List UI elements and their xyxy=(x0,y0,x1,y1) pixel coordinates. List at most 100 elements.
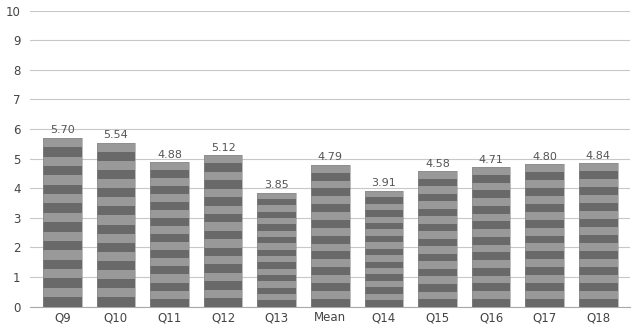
Bar xyxy=(204,222,242,231)
Text: 4.79: 4.79 xyxy=(318,152,343,162)
Bar xyxy=(579,259,618,267)
Bar xyxy=(418,277,457,284)
Bar xyxy=(364,191,403,197)
Bar xyxy=(204,189,242,197)
Bar xyxy=(43,222,81,232)
Bar xyxy=(97,170,135,179)
Bar xyxy=(150,210,189,218)
Bar xyxy=(43,213,81,222)
Bar xyxy=(364,281,403,287)
Bar xyxy=(258,231,296,237)
Bar xyxy=(311,283,350,291)
Bar xyxy=(472,260,510,268)
Bar xyxy=(150,258,189,266)
Bar xyxy=(472,175,510,182)
Bar xyxy=(258,281,296,287)
Text: 4.71: 4.71 xyxy=(479,155,504,165)
Text: 3.91: 3.91 xyxy=(371,179,396,188)
Bar xyxy=(311,165,350,307)
Bar xyxy=(311,181,350,188)
Bar xyxy=(204,256,242,264)
Bar xyxy=(43,204,81,213)
Bar xyxy=(364,249,403,255)
Bar xyxy=(258,199,296,205)
Bar xyxy=(472,190,510,198)
Bar xyxy=(150,162,189,307)
Bar xyxy=(364,216,403,223)
Bar xyxy=(43,288,81,297)
Bar xyxy=(43,232,81,241)
Bar xyxy=(204,248,242,256)
Text: 5.12: 5.12 xyxy=(211,143,235,153)
Bar xyxy=(579,171,618,179)
Bar xyxy=(525,291,564,299)
Bar xyxy=(579,211,618,219)
Bar xyxy=(258,262,296,269)
Bar xyxy=(97,152,135,161)
Bar xyxy=(97,143,135,152)
Bar xyxy=(150,234,189,242)
Bar xyxy=(418,171,457,179)
Bar xyxy=(43,175,81,185)
Bar xyxy=(472,276,510,283)
Bar xyxy=(43,250,81,260)
Bar xyxy=(418,201,457,209)
Bar xyxy=(364,204,403,210)
Bar xyxy=(97,188,135,197)
Bar xyxy=(150,170,189,178)
Bar xyxy=(364,229,403,236)
Text: 5.54: 5.54 xyxy=(104,130,128,140)
Bar xyxy=(579,291,618,299)
Bar xyxy=(418,224,457,231)
Bar xyxy=(418,209,457,216)
Bar xyxy=(472,214,510,221)
Bar xyxy=(472,167,510,175)
Bar xyxy=(418,291,457,299)
Bar xyxy=(418,299,457,307)
Bar xyxy=(150,299,189,307)
Bar xyxy=(204,206,242,214)
Bar xyxy=(364,236,403,242)
Bar xyxy=(418,194,457,201)
Bar xyxy=(418,254,457,261)
Bar xyxy=(43,241,81,250)
Bar xyxy=(418,284,457,291)
Bar xyxy=(579,203,618,211)
Bar xyxy=(311,165,350,173)
Bar xyxy=(258,275,296,281)
Bar xyxy=(204,290,242,298)
Bar xyxy=(418,179,457,186)
Text: 4.84: 4.84 xyxy=(586,151,611,161)
Bar xyxy=(472,167,510,307)
Bar xyxy=(579,235,618,243)
Bar xyxy=(204,298,242,307)
Bar xyxy=(472,229,510,237)
Bar xyxy=(258,287,296,294)
Bar xyxy=(258,193,296,199)
Bar xyxy=(97,261,135,270)
Bar xyxy=(43,138,81,147)
Bar xyxy=(97,225,135,234)
Bar xyxy=(258,237,296,243)
Bar xyxy=(525,180,564,188)
Bar xyxy=(525,283,564,291)
Bar xyxy=(43,138,81,307)
Bar xyxy=(204,155,242,307)
Bar xyxy=(364,242,403,249)
Bar xyxy=(472,245,510,252)
Bar xyxy=(258,243,296,249)
Bar xyxy=(525,188,564,196)
Bar xyxy=(97,215,135,225)
Bar xyxy=(579,195,618,203)
Bar xyxy=(97,234,135,243)
Bar xyxy=(472,182,510,190)
Bar xyxy=(472,206,510,214)
Bar xyxy=(579,163,618,171)
Bar xyxy=(43,279,81,288)
Bar xyxy=(579,163,618,307)
Bar xyxy=(472,198,510,206)
Bar xyxy=(525,196,564,204)
Bar xyxy=(97,197,135,206)
Bar xyxy=(472,291,510,299)
Bar xyxy=(472,268,510,276)
